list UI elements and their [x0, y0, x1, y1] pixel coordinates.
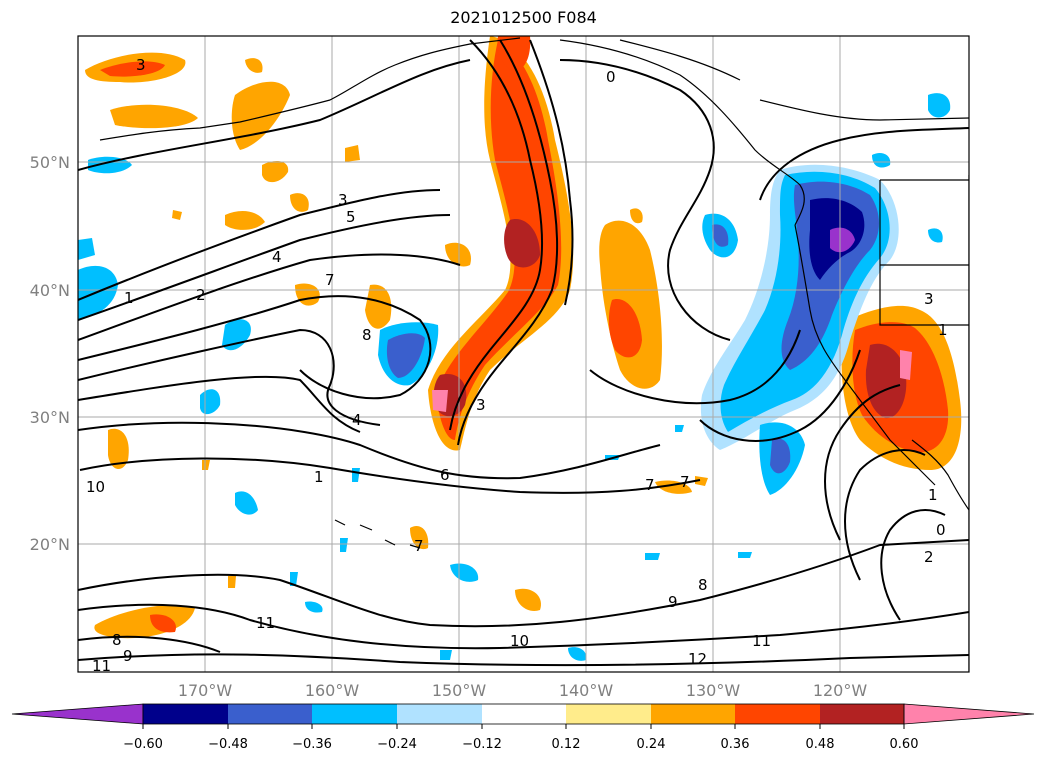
contour-label: 8 — [698, 576, 708, 594]
contour-label: 1 — [124, 289, 134, 307]
contour-label: 8 — [362, 326, 372, 344]
colorbar-segment — [651, 704, 735, 724]
colorbar-extend-right — [903, 703, 1035, 725]
colorbar-segment — [228, 704, 312, 724]
lat-label: 30°N — [30, 408, 70, 427]
map-frame — [77, 35, 970, 673]
colorbar-tick-label: 0.48 — [806, 737, 835, 752]
shaded-field — [78, 36, 962, 661]
colorbar-tick-label: 0.24 — [637, 737, 666, 752]
lat-label: 40°N — [30, 281, 70, 300]
contour-label: 2 — [924, 548, 934, 566]
map-title: 2021012500 F084 — [450, 8, 597, 27]
contour-label: 12 — [688, 650, 707, 668]
contour-label: 11 — [92, 657, 111, 675]
contour-label: 11 — [752, 632, 771, 650]
contour-label: 0 — [606, 68, 616, 86]
contour-label: 2 — [196, 286, 206, 304]
lon-label: 170°W — [178, 681, 233, 700]
lon-label: 160°W — [305, 681, 360, 700]
lon-label: 130°W — [686, 681, 741, 700]
contour-label: 1 — [928, 486, 938, 504]
colorbar-tick-label: −0.60 — [123, 737, 163, 752]
contour-label: 1 — [314, 468, 324, 486]
colorbar-tick-label: −0.12 — [462, 737, 502, 752]
lon-label: 150°W — [432, 681, 487, 700]
contour-label: 0 — [936, 521, 946, 539]
contour-label: 8 — [112, 631, 122, 649]
colorbar-extend-left — [11, 703, 144, 725]
contour-label: 3 — [338, 191, 348, 209]
lon-label: 140°W — [559, 681, 614, 700]
contour-label: 4 — [272, 248, 282, 266]
colorbar-tick-label: 0.12 — [552, 737, 581, 752]
colorbar-segment — [312, 704, 397, 724]
contour-label: 11 — [256, 614, 275, 632]
colorbar-outline — [142, 703, 905, 725]
contour-label: 3 — [476, 396, 486, 414]
lon-label: 120°W — [813, 681, 868, 700]
colorbar-segment — [735, 704, 820, 724]
contour-label: 7 — [414, 537, 424, 555]
contour-label: 9 — [123, 647, 133, 665]
contour-label: 7 — [680, 473, 690, 491]
colorbar-segment — [820, 704, 904, 724]
colorbar-segment — [566, 704, 651, 724]
colorbar-segment — [397, 704, 482, 724]
contour-lines — [78, 39, 969, 667]
colorbar-tick-label: −0.48 — [208, 737, 248, 752]
graticule — [78, 36, 969, 672]
colorbar: −0.60 −0.48 −0.36 −0.24 −0.12 0.12 0.24 … — [11, 703, 1035, 752]
colorbar-tick-label: 0.36 — [721, 737, 750, 752]
contour-label: 10 — [510, 632, 529, 650]
contour-label: 7 — [325, 271, 335, 289]
contour-label: 7 — [645, 476, 655, 494]
contour-label: 5 — [346, 208, 356, 226]
colorbar-ticks — [142, 724, 905, 729]
contour-label: 9 — [668, 593, 678, 611]
contour-label: 3 — [924, 290, 934, 308]
contour-label-group: 3 0 3 5 4 2 1 7 8 4 3 6 7 7 10 1 7 9 8 1… — [86, 56, 948, 675]
coastlines — [99, 37, 969, 672]
contour-label: 3 — [136, 56, 146, 74]
colorbar-tick-label: −0.36 — [292, 737, 332, 752]
contour-label: 4 — [352, 411, 362, 429]
colorbar-segment — [482, 704, 566, 724]
contour-label: 1 — [938, 321, 948, 339]
contour-label: 6 — [440, 466, 450, 484]
colorbar-tick-label: −0.24 — [377, 737, 417, 752]
lon-axis: 170°W 160°W 150°W 140°W 130°W 120°W — [178, 681, 868, 700]
lat-label: 50°N — [30, 153, 70, 172]
lat-axis: 50°N 40°N 30°N 20°N — [30, 153, 70, 554]
contour-label: 10 — [86, 478, 105, 496]
colorbar-tick-label: 0.60 — [890, 737, 919, 752]
lat-label: 20°N — [30, 535, 70, 554]
colorbar-segment — [143, 704, 228, 724]
